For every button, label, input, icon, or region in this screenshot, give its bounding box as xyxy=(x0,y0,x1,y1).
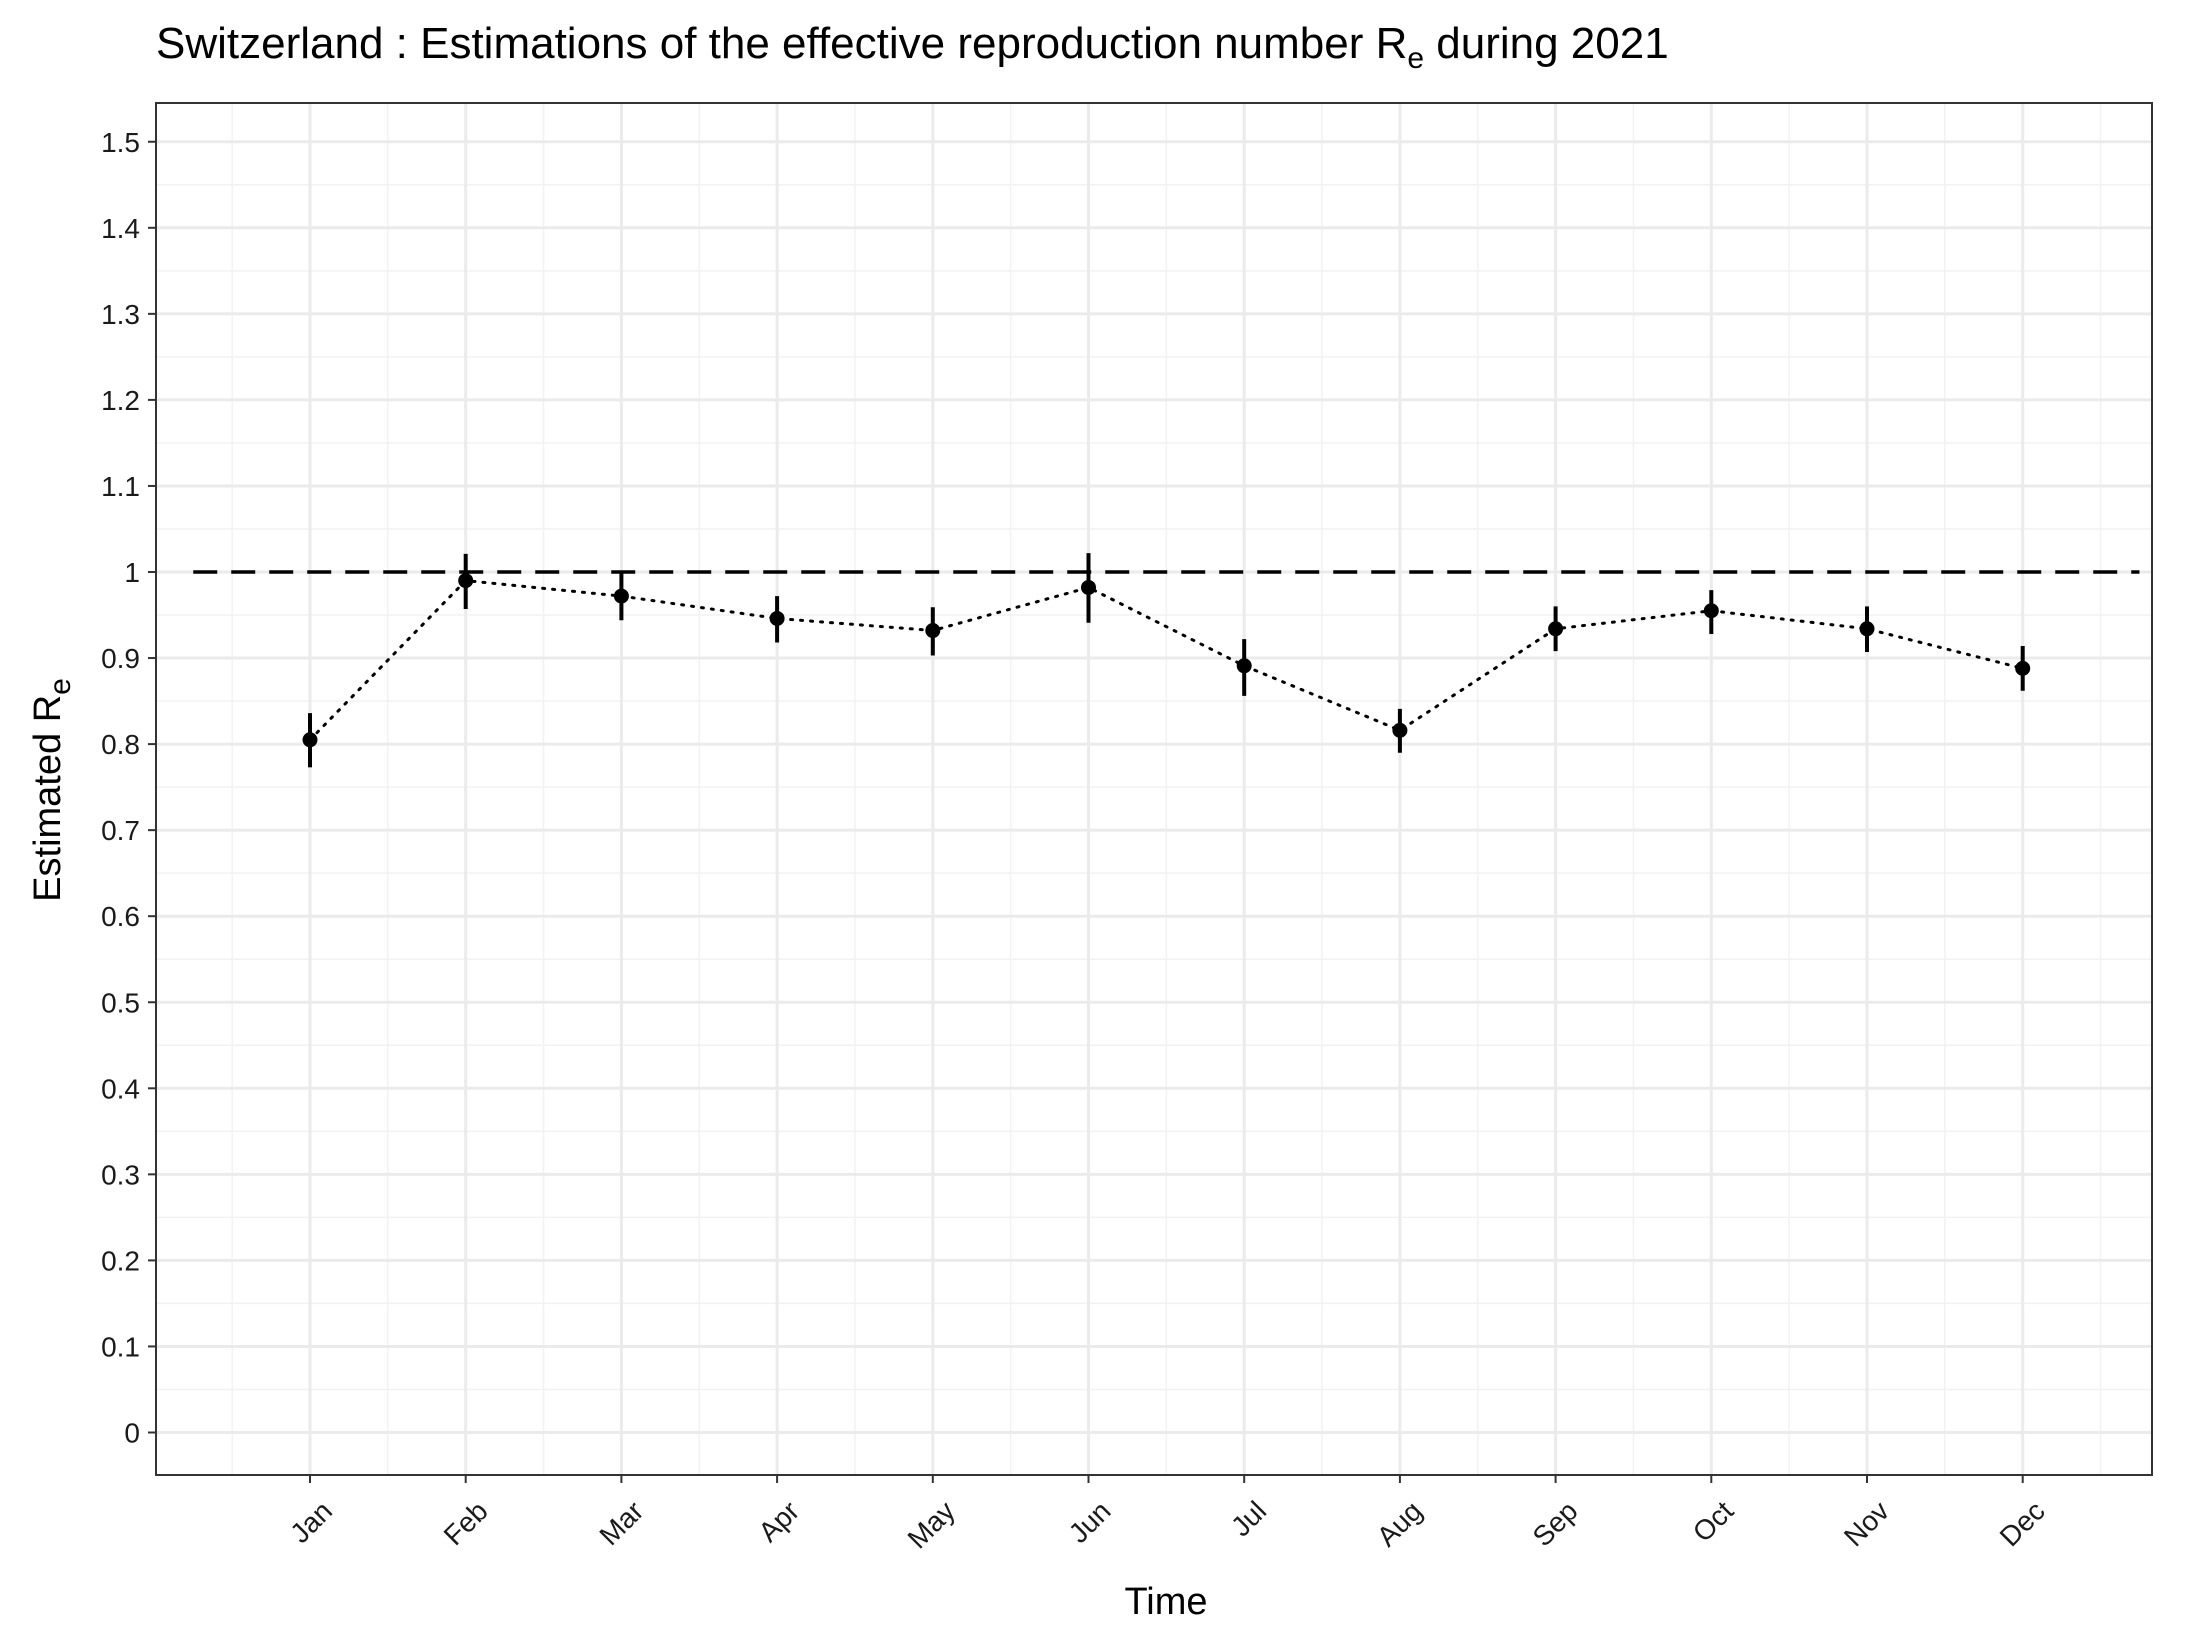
data-point xyxy=(2015,660,2031,676)
connector-layer xyxy=(308,579,2025,742)
data-point xyxy=(613,588,629,604)
y-tick-label: 0.1 xyxy=(101,1331,140,1362)
x-tick-label: Nov xyxy=(1838,1495,1895,1552)
data-point xyxy=(458,573,474,589)
x-tick-label: Feb xyxy=(438,1495,494,1551)
chart-title: Switzerland : Estimations of the effecti… xyxy=(156,19,1669,75)
x-tick-label: Aug xyxy=(1371,1495,1428,1552)
y-tick-label: 1.3 xyxy=(101,299,140,330)
x-tick-label: Dec xyxy=(1994,1495,2051,1552)
y-tick-label: 1.2 xyxy=(101,385,140,416)
x-tick-label: Jul xyxy=(1225,1495,1272,1542)
y-axis-label: Estimated Re xyxy=(27,678,77,902)
y-tick-label: 1 xyxy=(124,557,140,588)
data-point xyxy=(1236,658,1252,674)
major-grid xyxy=(156,103,2152,1475)
minor-grid xyxy=(156,103,2152,1475)
x-tick-label: Jun xyxy=(1063,1495,1117,1549)
x-tick-label: Mar xyxy=(593,1495,649,1551)
x-tick-label: Apr xyxy=(752,1495,805,1548)
y-tick-label: 0.2 xyxy=(101,1245,140,1276)
y-tick-label: 1.4 xyxy=(101,213,140,244)
data-point xyxy=(925,623,941,639)
y-tick-label: 0.3 xyxy=(101,1159,140,1190)
y-tick-label: 1.1 xyxy=(101,471,140,502)
data-point xyxy=(1859,621,1875,637)
y-tick-label: 0 xyxy=(124,1418,140,1449)
y-tick-label: 0.5 xyxy=(101,987,140,1018)
x-axis-label: Time xyxy=(1124,1581,1207,1623)
y-tick-label: 0.9 xyxy=(101,643,140,674)
y-axis: 0 0.1 0.2 0.3 0.4 0.5 0.6 0.7 0.8 0.9 1 1.1 1.2 1.3 1.… xyxy=(101,127,156,1449)
y-tick-label: 1.5 xyxy=(101,127,140,158)
x-tick-label: Jan xyxy=(284,1495,338,1549)
y-tick-label: 0.8 xyxy=(101,729,140,760)
panel-border xyxy=(155,102,2153,1476)
y-tick-label: 0.6 xyxy=(101,901,140,932)
data-point xyxy=(1392,722,1408,738)
data-point xyxy=(302,732,318,748)
x-tick-label: May xyxy=(902,1495,961,1554)
y-tick-label: 0.4 xyxy=(101,1073,140,1104)
data-point xyxy=(1548,621,1564,637)
x-tick-label: Sep xyxy=(1527,1495,1584,1552)
y-tick-label: 0.7 xyxy=(101,815,140,846)
data-point xyxy=(769,610,785,626)
data-point xyxy=(1703,603,1719,619)
data-point xyxy=(1081,579,1096,595)
point-layer xyxy=(302,573,2031,748)
series-connector-line xyxy=(308,579,2025,742)
x-axis: Jan Feb Mar Apr May Jun Jul Aug Sep Oct Nov Dec xyxy=(284,1475,2051,1555)
x-tick-label: Oct xyxy=(1687,1495,1740,1548)
